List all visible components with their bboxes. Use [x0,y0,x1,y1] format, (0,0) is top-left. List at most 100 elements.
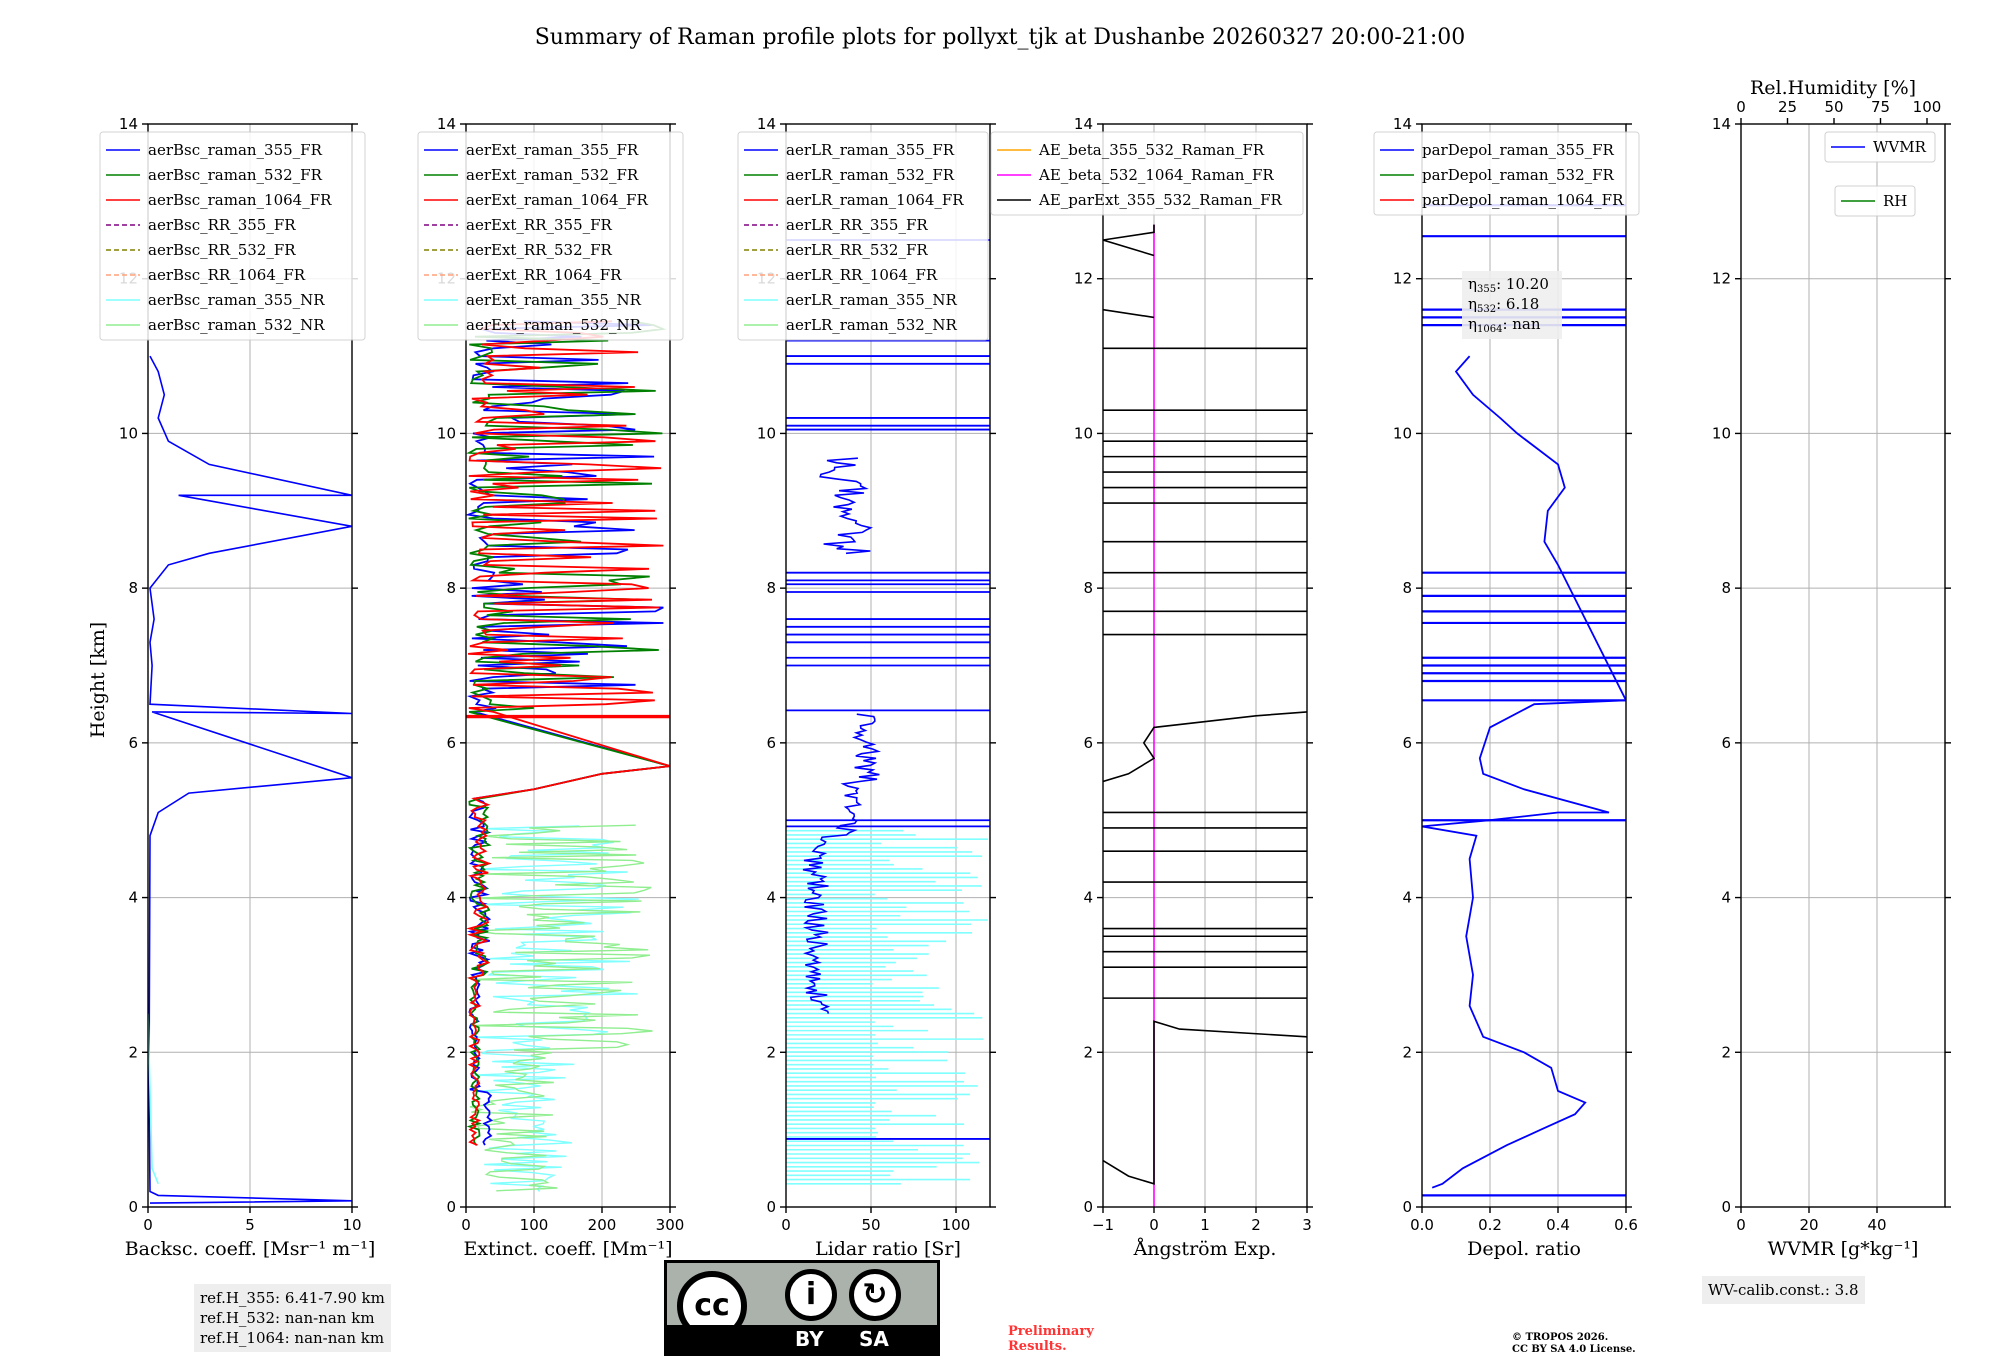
y-tick-label: 12 [1712,270,1731,288]
legend-box [1373,131,1640,216]
y-tick-label: 14 [119,115,138,133]
legend-entry: aerExt_raman_532_FR [466,166,639,184]
legend-entry: aerLR_raman_355_FR [786,141,955,159]
y-tick-label: 8 [1083,579,1093,597]
x-tick-label: 0.4 [1546,1216,1570,1234]
y-tick-label: 10 [1074,424,1093,442]
series-aerExt_raman_355_NR [474,825,639,1192]
attribution-icon: i [785,1269,837,1321]
y-tick-label: 6 [1083,734,1093,752]
ref-1064: ref.H_1064: nan-nan km [200,1329,385,1347]
legend-entry: RH [1883,192,1907,210]
x-tick-label: 0 [461,1216,471,1234]
axes-frame [1740,123,1946,1208]
legend-entry: AE_beta_355_532_Raman_FR [1038,141,1265,159]
figure-title: Summary of Raman profile plots for polly… [535,25,1466,50]
y-tick-label: 8 [1721,579,1731,597]
legend-entry: aerBsc_RR_532_FR [148,241,296,259]
y-tick-label: 14 [1074,115,1093,133]
series-aerBsc_raman_355_NR [148,1013,159,1185]
y-tick-label: 4 [1721,889,1731,907]
y-tick-label: 8 [766,579,776,597]
axes-frame [465,123,671,1208]
y-tick-label: 10 [757,424,776,442]
y-tick-label: 2 [766,1043,776,1061]
x-axis-label: Lidar ratio [Sr] [815,1238,961,1260]
legend-entry: aerLR_raman_532_NR [786,316,957,334]
series-aerLR_raman_355_FR [802,713,882,1014]
x-axis-label: Depol. ratio [1467,1238,1581,1260]
y-tick-label: 6 [128,734,138,752]
legend-entry: aerExt_raman_355_FR [466,141,639,159]
legend-entry: aerLR_raman_532_FR [786,166,955,184]
y-tick-label: 2 [1402,1043,1412,1061]
x-tick-label: 0 [1149,1216,1159,1234]
y-tick-label: 4 [446,889,456,907]
x-tick-label: 300 [656,1216,685,1234]
plot-area-ext [466,320,670,1192]
x-tick-label: 20 [1799,1216,1818,1234]
panel-bsc: 024681012140510Backsc. coeff. [Msr⁻¹ m⁻¹… [99,115,376,1260]
legend-entry: aerBsc_raman_532_FR [148,166,323,184]
legend-box [99,131,366,341]
y-tick-label: 6 [766,734,776,752]
legend-entry: aerExt_raman_532_NR [466,316,642,334]
copyright-line-1: © TROPOS 2026. [1512,1332,1609,1343]
preliminary-line-1: Preliminary [1008,1324,1094,1339]
top-tick-label: 0 [1736,98,1746,116]
y-tick-label: 2 [1083,1043,1093,1061]
legend-entry: AE_beta_532_1064_Raman_FR [1038,166,1274,184]
series-aerBsc_raman_355_FR [148,355,352,1204]
legend-entry: aerExt_RR_532_FR [466,241,613,259]
eta-entry: η355: 10.20 [1468,275,1549,295]
ae-upper2 [1103,224,1155,257]
legend-entry: aerBsc_raman_355_FR [148,141,323,159]
y-tick-label: 2 [128,1043,138,1061]
x-axis-label: Backsc. coeff. [Msr⁻¹ m⁻¹] [125,1238,376,1260]
x-tick-label: 0.6 [1614,1216,1638,1234]
x-tick-label: 0 [143,1216,153,1234]
legend-entry: aerLR_raman_1064_FR [786,191,964,209]
plot-area-dep [1422,204,1626,1197]
series-aerExt_raman_532_NR [469,824,653,1192]
top-tick-label: 50 [1824,98,1843,116]
legend-entry: aerLR_RR_1064_FR [786,266,938,284]
panel-lr: 02468101214050100Lidar ratio [Sr]aerLR_r… [737,115,996,1260]
legend-entry: aerBsc_RR_355_FR [148,216,296,234]
y-tick-label: 12 [1393,270,1412,288]
y-tick-label: 0 [128,1198,138,1216]
legend-entry: parDepol_raman_355_FR [1422,141,1615,159]
legend-box [737,131,989,341]
y-tick-label: 6 [1721,734,1731,752]
x-tick-label: 40 [1867,1216,1886,1234]
legend-entry: aerBsc_raman_532_NR [148,316,325,334]
series-AE_parExt_355_532_Raman_FR [1103,1020,1307,1185]
y-axis-label: Height [km] [87,622,109,738]
x-axis-label: Ångström Exp. [1133,1238,1277,1260]
copyright-line-2: CC BY SA 4.0 License. [1512,1344,1636,1355]
y-tick-label: 10 [1712,424,1731,442]
reference-height-note: ref.H_355: 6.41-7.90 km ref.H_532: nan-n… [194,1284,391,1352]
legend-entry: aerLR_RR_355_FR [786,216,928,234]
x-axis-label: Extinct. coeff. [Mm⁻¹] [463,1238,672,1260]
legend-box [990,131,1304,216]
y-tick-label: 6 [1402,734,1412,752]
legend-entry: aerExt_raman_355_NR [466,291,642,309]
panel-ext: 024681012140100200300Extinct. coeff. [Mm… [417,115,685,1260]
y-tick-label: 10 [1393,424,1412,442]
share-alike-icon: ↻ [849,1269,901,1321]
legend-entry: parDepol_raman_532_FR [1422,166,1615,184]
x-tick-label: −1 [1092,1216,1114,1234]
x-tick-label: 10 [342,1216,361,1234]
x-tick-label: 1 [1200,1216,1210,1234]
x-tick-label: 3 [1302,1216,1312,1234]
y-tick-label: 8 [446,579,456,597]
series-aerLR_raman_355_FR-upper [819,457,873,555]
by-label: BY [795,1327,824,1351]
y-tick-label: 10 [119,424,138,442]
ae-line [1103,711,1307,783]
preliminary-line-2: Results. [1008,1339,1067,1354]
